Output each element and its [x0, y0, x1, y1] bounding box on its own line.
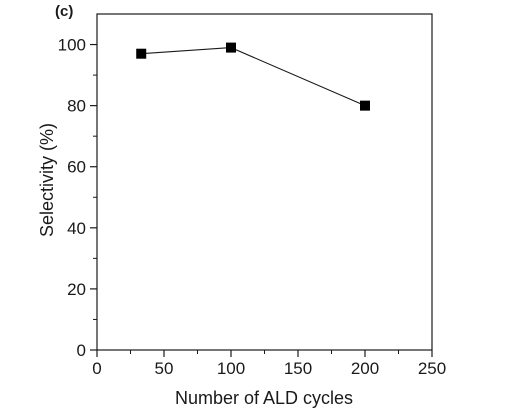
y-tick-label: 60	[67, 158, 86, 177]
x-axis: 0 50 100 150 200 250	[92, 350, 446, 378]
x-tick-label: 100	[217, 359, 245, 378]
data-point	[136, 48, 147, 59]
y-tick-label: 0	[77, 341, 86, 360]
x-tick-label: 150	[284, 359, 312, 378]
x-tick-label: 200	[351, 359, 379, 378]
plot-frame	[96, 13, 433, 351]
x-tick-label: 250	[418, 359, 446, 378]
series-line	[141, 47, 366, 107]
data-point	[226, 42, 236, 53]
x-axis-title: Number of ALD cycles	[175, 388, 353, 408]
y-tick-label: 100	[58, 36, 86, 55]
y-tick-label: 20	[67, 280, 86, 299]
series-layer	[136, 42, 370, 111]
x-tick-label: 0	[92, 359, 101, 378]
plot-border	[96, 13, 433, 351]
y-tick-label: 80	[67, 97, 86, 116]
y-axis: 0 20 40 60 80 100	[58, 36, 97, 360]
y-axis-title: Selectivity (%)	[37, 123, 57, 237]
data-point	[360, 100, 370, 111]
panel-label: (c)	[55, 3, 73, 20]
y-tick-label: 40	[67, 219, 86, 238]
x-tick-label: 50	[155, 359, 174, 378]
